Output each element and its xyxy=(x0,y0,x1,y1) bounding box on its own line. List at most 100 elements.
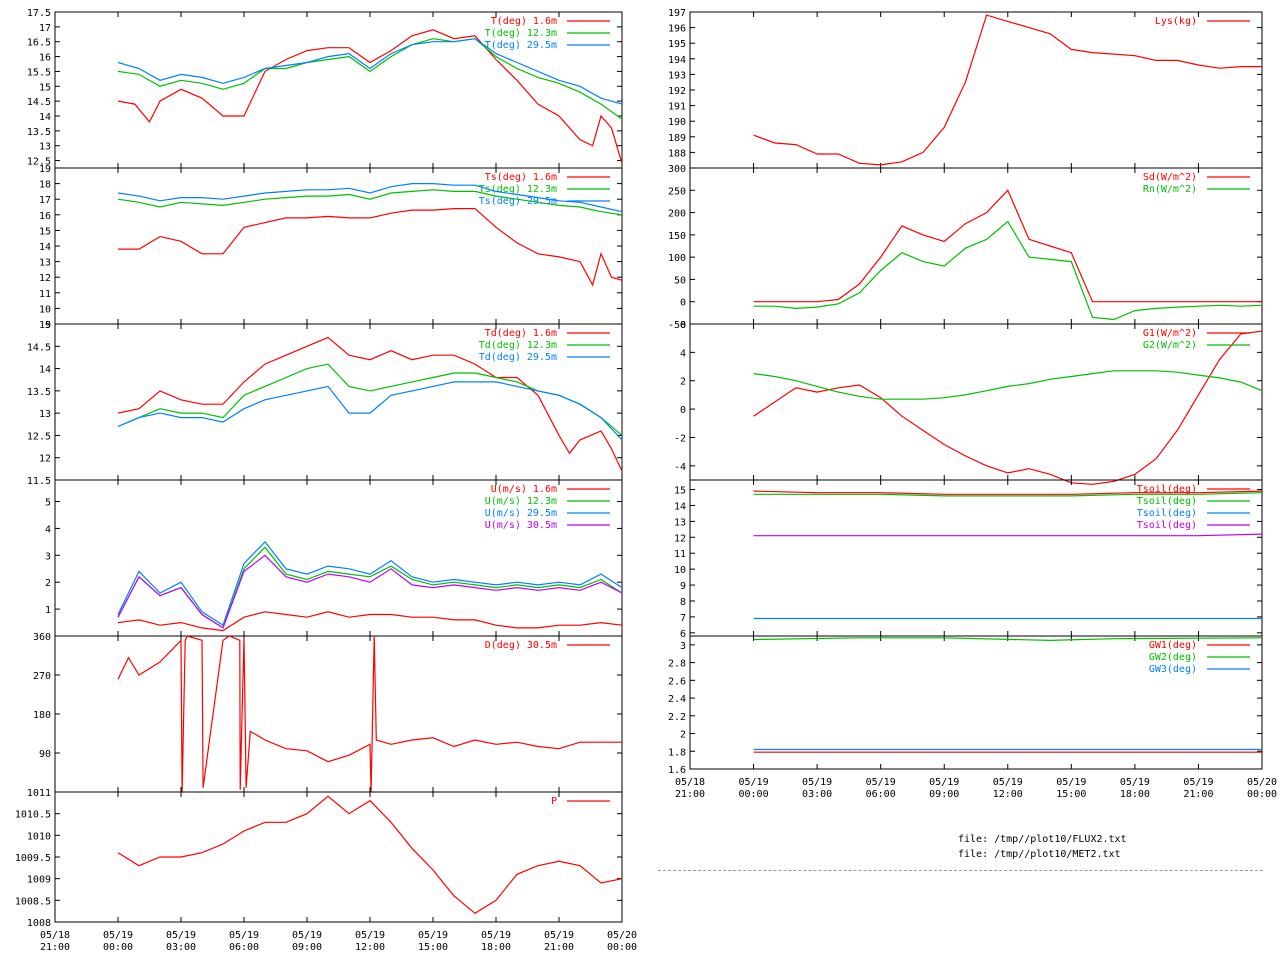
y-tick-label-r4-0: 6 xyxy=(680,629,686,640)
x-tick-date-r5-1: 05/19 xyxy=(739,777,769,788)
series-line-l6-0 xyxy=(117,795,623,915)
x-tick-time-l6-1: 00:00 xyxy=(103,942,133,953)
y-tick-label-r3-4: 4 xyxy=(680,348,686,359)
y-tick-label-l1-0: 12.5 xyxy=(27,157,51,168)
x-tick-time-r5-5: 12:00 xyxy=(993,789,1023,800)
y-tick-label-l2-2: 11 xyxy=(39,289,51,300)
x-tick-time-l6-4: 09:00 xyxy=(292,942,322,953)
x-tick-time-r5-9: 00:00 xyxy=(1247,789,1277,800)
y-tick-label-r1-6: 194 xyxy=(668,55,686,66)
y-tick-label-l6-3: 1009.5 xyxy=(15,853,51,864)
legend-label-r5-2: GW3(deg) xyxy=(1149,664,1197,675)
series-line-r4-3 xyxy=(753,533,1263,537)
x-tick-date-r5-6: 05/19 xyxy=(1056,777,1086,788)
y-tick-label-r5-3: 2.2 xyxy=(668,712,686,723)
x-tick-date-r5-4: 05/19 xyxy=(929,777,959,788)
series-line-r2-0 xyxy=(753,189,1262,303)
x-tick-time-r5-8: 21:00 xyxy=(1183,789,1213,800)
panel-frame-l5 xyxy=(54,635,623,793)
legend-label-r5-1: GW2(deg) xyxy=(1149,652,1197,663)
y-tick-label-r5-4: 2.4 xyxy=(668,694,686,705)
legend-label-r3-0: G1(W/m^2) xyxy=(1143,328,1197,339)
panel-frame-r5 xyxy=(689,635,1263,770)
y-tick-label-r1-8: 196 xyxy=(668,24,686,35)
y-tick-label-l4-4: 5 xyxy=(45,498,51,509)
y-tick-label-l2-3: 12 xyxy=(39,273,51,284)
legend-label-r1-0: Lys(kg) xyxy=(1155,16,1197,27)
series-line-l2-0 xyxy=(118,208,623,287)
series-line-l3-0 xyxy=(117,336,623,472)
legend-label-l4-1: U(m/s) 12.3m xyxy=(485,496,557,507)
x-tick-time-r5-3: 06:00 xyxy=(866,789,896,800)
y-tick-label-l6-5: 1010.5 xyxy=(15,810,51,821)
series-line-r1-0 xyxy=(753,14,1262,166)
y-tick-label-r5-0: 1.6 xyxy=(668,765,686,776)
y-tick-label-r4-1: 7 xyxy=(680,613,686,624)
y-tick-label-r3-0: -4 xyxy=(674,462,686,473)
y-tick-label-l1-6: 15.5 xyxy=(27,67,51,78)
legend-label-r4-0: Tsoil(deg) xyxy=(1137,484,1197,495)
y-tick-label-r5-1: 1.8 xyxy=(668,747,686,758)
y-tick-label-l2-8: 17 xyxy=(39,195,51,206)
y-tick-label-l2-4: 13 xyxy=(39,258,51,269)
x-tick-time-l6-6: 15:00 xyxy=(418,942,448,953)
y-tick-label-l4-2: 3 xyxy=(45,551,51,562)
y-tick-label-r2-4: 150 xyxy=(668,231,686,242)
y-tick-label-l3-5: 14 xyxy=(39,365,51,376)
y-tick-label-l1-4: 14.5 xyxy=(27,97,51,108)
separator-line xyxy=(658,870,1263,871)
y-tick-label-r4-3: 9 xyxy=(680,581,686,592)
series-line-l1-2 xyxy=(117,38,623,105)
y-tick-label-l3-7: 15 xyxy=(39,320,51,331)
series-line-l3-2 xyxy=(117,381,623,441)
x-tick-date-l6-5: 05/19 xyxy=(355,930,385,941)
x-tick-time-r5-0: 21:00 xyxy=(675,789,705,800)
y-tick-label-r4-8: 14 xyxy=(674,501,686,512)
x-tick-time-l6-8: 21:00 xyxy=(544,942,574,953)
y-tick-label-l5-2: 270 xyxy=(33,671,51,682)
y-tick-label-l3-3: 13 xyxy=(39,409,51,420)
series-line-l2-2 xyxy=(117,183,623,213)
y-tick-label-l2-0: 9 xyxy=(45,320,51,331)
y-tick-label-l6-6: 1011 xyxy=(27,788,51,799)
y-tick-label-r2-2: 50 xyxy=(674,275,686,286)
y-tick-label-l4-1: 2 xyxy=(45,578,51,589)
y-tick-label-r5-2: 2 xyxy=(680,730,686,741)
y-tick-label-l3-6: 14.5 xyxy=(27,342,51,353)
x-tick-date-l6-9: 05/20 xyxy=(607,930,637,941)
y-tick-label-r2-6: 250 xyxy=(668,186,686,197)
y-tick-label-r5-5: 2.6 xyxy=(668,676,686,687)
y-tick-label-l5-3: 360 xyxy=(33,632,51,643)
x-tick-date-l6-4: 05/19 xyxy=(292,930,322,941)
series-line-l4-1 xyxy=(117,546,623,629)
y-tick-label-l4-3: 4 xyxy=(45,524,51,535)
legend-label-l5-0: D(deg) 30.5m xyxy=(485,640,557,651)
y-tick-label-l2-7: 16 xyxy=(39,211,51,222)
panel-frame-l6 xyxy=(54,791,623,923)
y-tick-label-l1-2: 13.5 xyxy=(27,127,51,138)
y-tick-label-r4-7: 13 xyxy=(674,517,686,528)
legend-label-l1-2: T(deg) 29.5m xyxy=(485,40,557,51)
legend-label-l4-0: U(m/s) 1.6m xyxy=(491,484,557,495)
x-tick-time-l6-5: 12:00 xyxy=(355,942,385,953)
x-tick-time-l6-0: 21:00 xyxy=(40,942,70,953)
y-tick-label-l3-0: 11.5 xyxy=(27,476,51,487)
series-line-r3-0 xyxy=(753,330,1263,485)
series-line-l2-1 xyxy=(117,189,623,216)
x-tick-time-r5-4: 09:00 xyxy=(929,789,959,800)
legend-label-l1-1: T(deg) 12.3m xyxy=(485,28,557,39)
legend-label-r4-3: Tsoil(deg) xyxy=(1137,520,1197,531)
series-line-l4-2 xyxy=(117,540,623,627)
file-label-flux: file: /tmp//plot10/FLUX2.txt xyxy=(958,834,1127,845)
y-tick-label-l1-10: 17.5 xyxy=(27,8,51,19)
y-tick-label-l6-2: 1009 xyxy=(27,875,51,886)
y-tick-label-r1-4: 192 xyxy=(668,86,686,97)
y-tick-label-l6-1: 1008.5 xyxy=(15,896,51,907)
x-tick-date-r5-0: 05/18 xyxy=(675,777,705,788)
legend-label-l3-2: Td(deg) 29.5m xyxy=(479,352,557,363)
series-line-r3-1 xyxy=(753,370,1263,400)
series-line-l1-0 xyxy=(117,29,623,164)
legend-label-l4-3: U(m/s) 30.5m xyxy=(485,520,557,531)
legend-label-r2-1: Rn(W/m^2) xyxy=(1143,184,1197,195)
